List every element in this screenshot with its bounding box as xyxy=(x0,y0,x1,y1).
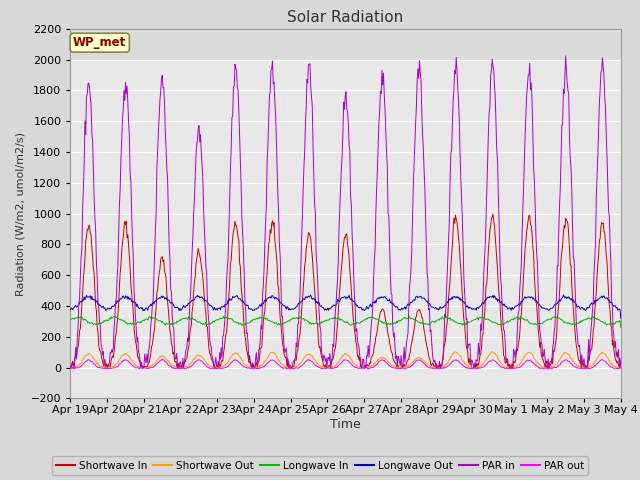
X-axis label: Time: Time xyxy=(330,418,361,431)
Y-axis label: Radiation (W/m2, umol/m2/s): Radiation (W/m2, umol/m2/s) xyxy=(15,132,26,296)
Text: WP_met: WP_met xyxy=(73,36,127,49)
Title: Solar Radiation: Solar Radiation xyxy=(287,10,404,25)
Legend: Shortwave In, Shortwave Out, Longwave In, Longwave Out, PAR in, PAR out: Shortwave In, Shortwave Out, Longwave In… xyxy=(52,456,588,475)
Bar xyxy=(70,29,621,60)
